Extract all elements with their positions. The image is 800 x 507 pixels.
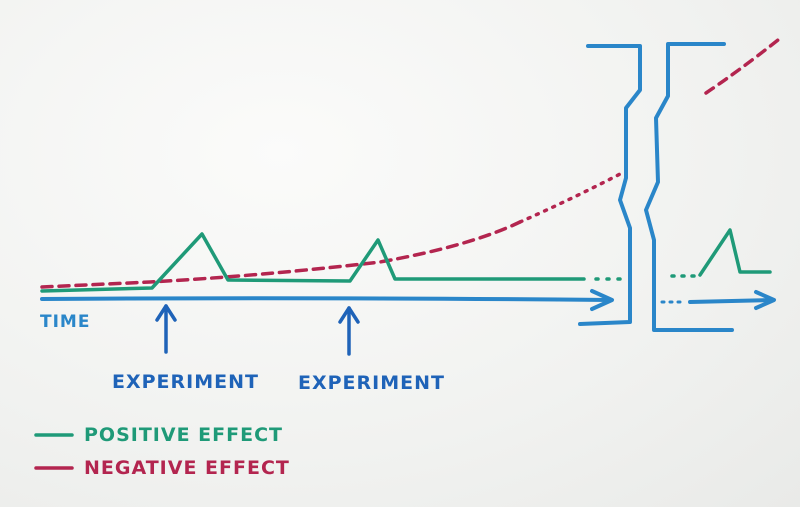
legend-positive-label: POSITIVE EFFECT — [84, 424, 283, 446]
time-break-right — [644, 42, 734, 332]
legend-negative-label: NEGATIVE EFFECT — [84, 457, 290, 479]
time-label: TIME — [40, 312, 90, 332]
negative-effect-curve-dotted — [518, 171, 624, 224]
time-break-left — [578, 44, 642, 326]
time-axis-arrowhead — [590, 289, 614, 311]
negative-effect-curve — [40, 220, 522, 289]
time-axis-continuation-arrowhead — [754, 290, 776, 310]
experiment-label-2: EXPERIMENT — [298, 372, 445, 394]
experiment-label-1: EXPERIMENT — [112, 371, 259, 393]
negative-effect-curve-late — [704, 38, 780, 95]
time-axis-line — [40, 296, 612, 302]
experiment-arrowhead-2 — [338, 306, 360, 324]
time-axis-continuation — [688, 298, 774, 304]
positive-effect-curve — [40, 232, 586, 293]
positive-effect-spike-late — [698, 228, 772, 277]
experiment-arrowhead-1 — [155, 304, 177, 322]
